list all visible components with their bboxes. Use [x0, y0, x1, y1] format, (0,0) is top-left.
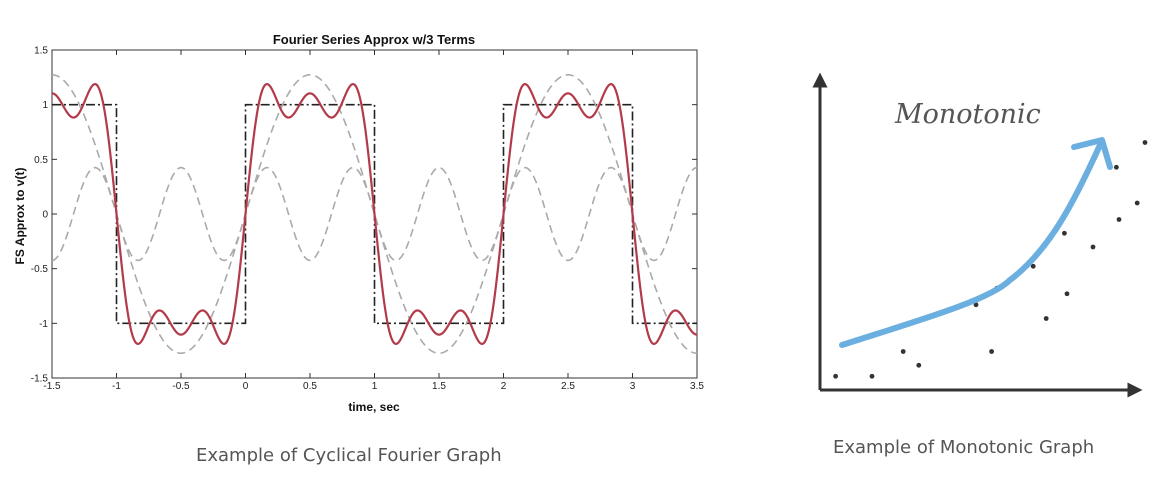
- y-tick-label: 1: [42, 100, 48, 111]
- scatter-point: [1030, 263, 1036, 269]
- scatter-point: [1043, 316, 1049, 321]
- x-tick-label: -0.5: [172, 381, 190, 392]
- monotonic-chart: Monotonic: [812, 72, 1148, 398]
- x-tick-label: -1: [112, 381, 121, 392]
- y-tick-label: -0.5: [31, 264, 49, 275]
- scatter-point: [1142, 140, 1148, 145]
- caption-fourier: Example of Cyclical Fourier Graph: [196, 445, 502, 466]
- scatter-point: [900, 349, 906, 354]
- y-tick-label: -1.5: [31, 374, 49, 385]
- tick-labels: -1.5 -1 -0.5 0 0.5 1 1.5 2 2.5 3 3.5 1.5 1 0.5 0 -0.5 -1…: [31, 46, 705, 393]
- x-tick-label: 0.5: [303, 381, 317, 392]
- plot-area: [51, 49, 698, 379]
- scatter-point: [1134, 200, 1140, 206]
- x-tick-label: 1.5: [432, 381, 446, 392]
- trend-arrow-head: [1071, 137, 1113, 170]
- caption-monotonic: Example of Monotonic Graph: [833, 437, 1095, 458]
- x-tick-label: 2: [501, 381, 507, 392]
- scatter-point: [1114, 164, 1119, 170]
- series-line-fourier-sum: [51, 82, 698, 346]
- scatter-point: [973, 302, 979, 308]
- scatter-point: [1062, 230, 1067, 236]
- scatter-point: [1090, 244, 1096, 250]
- series-line-harmonic: [51, 73, 698, 355]
- y-tick-label: 0: [42, 210, 48, 221]
- y-tick-label: 1.5: [34, 46, 48, 57]
- chart-title: Fourier Series Approx w/3 Terms: [273, 32, 475, 47]
- x-tick-label: 3: [630, 381, 636, 392]
- scatter-point: [869, 373, 875, 379]
- x-tick-label: 0: [243, 381, 249, 392]
- x-tick-label: 3.5: [690, 381, 704, 392]
- y-axis-label: FS Approx to v(t): [13, 168, 27, 265]
- fourier-chart: Fourier Series Approx w/3 Terms -1.5 -1 -0…: [13, 32, 705, 414]
- x-tick-label: -1.5: [43, 381, 61, 392]
- x-tick-label: 1: [372, 381, 378, 392]
- scatter-points: [833, 140, 1148, 379]
- scatter-point: [1064, 291, 1070, 297]
- y-tick-label: 0.5: [34, 155, 48, 166]
- y-tick-label: -1: [39, 319, 48, 330]
- scatter-point: [833, 373, 838, 379]
- scatter-point: [989, 349, 994, 354]
- x-tick-label: 2.5: [561, 381, 575, 392]
- scatter-point: [1116, 217, 1122, 222]
- scatter-point: [916, 362, 922, 368]
- x-axis-label: time, sec: [348, 400, 400, 414]
- trend-arrow: [839, 142, 1103, 348]
- series-line-harmonic: [51, 166, 698, 262]
- chart-title: Monotonic: [894, 99, 1041, 130]
